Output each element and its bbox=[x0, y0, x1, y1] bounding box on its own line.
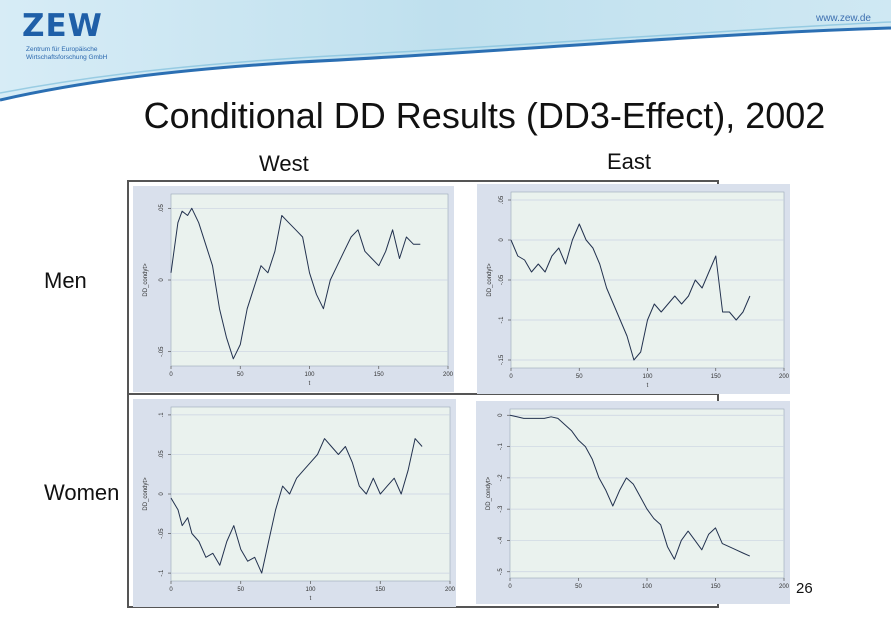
x-tick-label: 200 bbox=[779, 374, 790, 380]
slide-title: Conditional DD Results (DD3-Effect), 200… bbox=[143, 95, 826, 136]
y-axis-label: DD_condyt> bbox=[143, 263, 149, 297]
x-tick-label: 0 bbox=[169, 587, 173, 593]
chart-west-men: .05 0 -.05 0 50 100 150 200 t DD_condyt> bbox=[133, 186, 454, 392]
y-tick-label: .1 bbox=[159, 412, 165, 418]
series-line bbox=[170, 207, 421, 360]
row-label-men: Men bbox=[44, 268, 87, 293]
y-tick-label: -.1 bbox=[499, 316, 505, 324]
zew-logo: ZEW bbox=[22, 8, 103, 44]
column-title-west: West bbox=[259, 151, 309, 176]
page-number: 26 bbox=[796, 580, 813, 597]
x-tick-label: 50 bbox=[237, 587, 244, 593]
x-tick-label: 0 bbox=[509, 374, 513, 380]
y-tick-label: .05 bbox=[159, 204, 165, 213]
y-tick-label: 0 bbox=[499, 238, 505, 242]
x-tick-label: 50 bbox=[237, 372, 244, 378]
y-axis-label: DD_condyt> bbox=[143, 477, 149, 511]
x-tick-label: 200 bbox=[779, 584, 790, 590]
y-tick-label: -.05 bbox=[159, 528, 165, 539]
y-tick-label: -.05 bbox=[159, 346, 165, 357]
series-line bbox=[510, 223, 751, 361]
x-tick-label: 100 bbox=[305, 587, 316, 593]
y-tick-label: -.15 bbox=[499, 354, 505, 365]
y-tick-label: 0 bbox=[159, 278, 165, 282]
x-tick-label: 50 bbox=[576, 374, 583, 380]
y-tick-label: 0 bbox=[159, 492, 165, 496]
y-tick-label: .05 bbox=[159, 450, 165, 459]
logo-subtitle-line2: Wirtschaftsforschung GmbH bbox=[26, 54, 108, 61]
x-axis-label: t bbox=[647, 383, 649, 389]
plot-area bbox=[509, 408, 785, 579]
x-tick-label: 0 bbox=[169, 372, 173, 378]
series-line bbox=[509, 414, 751, 560]
x-tick-label: 0 bbox=[508, 584, 512, 590]
x-axis-label: t bbox=[309, 381, 311, 387]
y-tick-label: -.2 bbox=[498, 474, 504, 482]
y-axis-label: DD_condyt> bbox=[487, 263, 493, 297]
y-tick-label: -.3 bbox=[498, 505, 504, 513]
x-tick-label: 200 bbox=[445, 587, 456, 593]
y-tick-label: 0 bbox=[498, 413, 504, 417]
x-tick-label: 100 bbox=[304, 372, 315, 378]
x-tick-label: 200 bbox=[443, 372, 454, 378]
column-title-east: East bbox=[607, 149, 652, 174]
y-tick-label: -.1 bbox=[159, 569, 165, 577]
x-tick-label: 150 bbox=[710, 584, 721, 590]
chart-east-women: 0 -.1 -.2 -.3 -.4 -.5 0 50 100 150 200 DD_condyt> bbox=[476, 401, 790, 604]
header-banner bbox=[0, 0, 891, 102]
y-tick-label: -.4 bbox=[498, 536, 504, 544]
series-line bbox=[170, 438, 423, 574]
chart-east-men: .05 0 -.05 -.1 -.15 0 50 100 150 200 t DD_condyt> bbox=[477, 184, 790, 394]
x-tick-label: 50 bbox=[575, 584, 582, 590]
y-tick-label: -.5 bbox=[498, 568, 504, 576]
row-divider bbox=[127, 393, 719, 395]
y-tick-label: .05 bbox=[499, 195, 505, 204]
x-tick-label: 150 bbox=[375, 587, 386, 593]
x-tick-label: 100 bbox=[642, 584, 653, 590]
logo-subtitle-line1: Zentrum für Europäische bbox=[26, 46, 98, 53]
x-axis-label: t bbox=[310, 596, 312, 602]
y-axis-label: DD_condyt> bbox=[486, 476, 492, 510]
website-url[interactable]: www.zew.de bbox=[815, 13, 871, 24]
y-tick-label: -.05 bbox=[499, 274, 505, 285]
y-tick-label: -.1 bbox=[498, 442, 504, 450]
x-tick-label: 100 bbox=[642, 374, 653, 380]
row-label-women: Women bbox=[44, 480, 120, 505]
x-tick-label: 150 bbox=[374, 372, 385, 378]
logo-subtitle: Zentrum für Europäische Wirtschaftsforsc… bbox=[26, 46, 116, 62]
x-tick-label: 150 bbox=[711, 374, 722, 380]
chart-west-women: .1 .05 0 -.05 -.1 0 50 100 150 200 t DD_condyt> bbox=[133, 399, 456, 607]
